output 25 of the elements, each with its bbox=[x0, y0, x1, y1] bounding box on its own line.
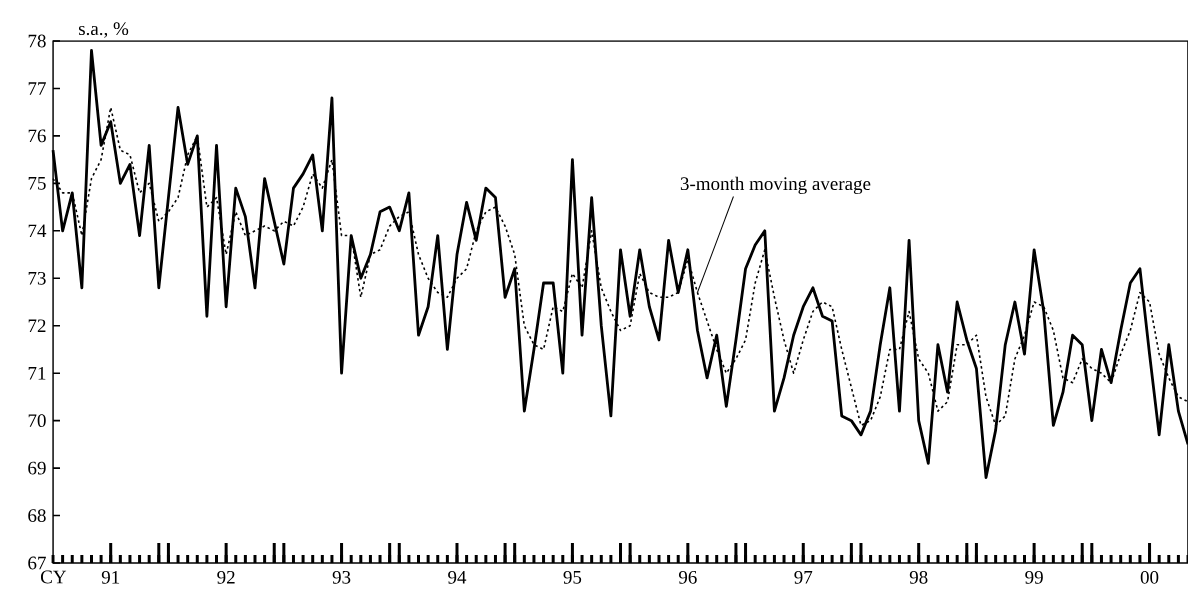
y-tick-label: 76 bbox=[28, 129, 46, 143]
y-tick-label: 72 bbox=[28, 319, 46, 333]
x-tick-label: 99 bbox=[1025, 570, 1043, 584]
x-tick-label: 96 bbox=[678, 570, 697, 584]
x-tick-label: 98 bbox=[909, 570, 928, 584]
y-tick-label: 78 bbox=[28, 34, 46, 48]
text: 3-month moving average bbox=[680, 176, 871, 194]
x-tick-label: 93 bbox=[332, 570, 351, 584]
y-tick-label: 75 bbox=[28, 177, 46, 190]
x-tick-label: 00 bbox=[1140, 570, 1159, 584]
y-axis-title: s.a., % bbox=[78, 22, 129, 38]
x-tick-label: 97 bbox=[794, 570, 813, 584]
y-tick-label: 73 bbox=[28, 271, 46, 285]
x-tick-label: 95 bbox=[563, 570, 582, 584]
y-tick-label: 74 bbox=[28, 224, 47, 238]
y-tick-label: 69 bbox=[28, 461, 46, 475]
x-tick-label: 94 bbox=[448, 570, 467, 584]
x-tick-label: 91 bbox=[101, 570, 120, 584]
y-tick-label: 70 bbox=[28, 414, 46, 428]
x-tick-label: 92 bbox=[217, 570, 235, 584]
y-tick-label: 71 bbox=[28, 366, 46, 380]
y-tick-label: 67 bbox=[28, 556, 46, 570]
y-tick-label: 77 bbox=[28, 82, 46, 95]
y-tick-label: 68 bbox=[28, 509, 46, 522]
x-axis-title: CY bbox=[40, 570, 67, 584]
